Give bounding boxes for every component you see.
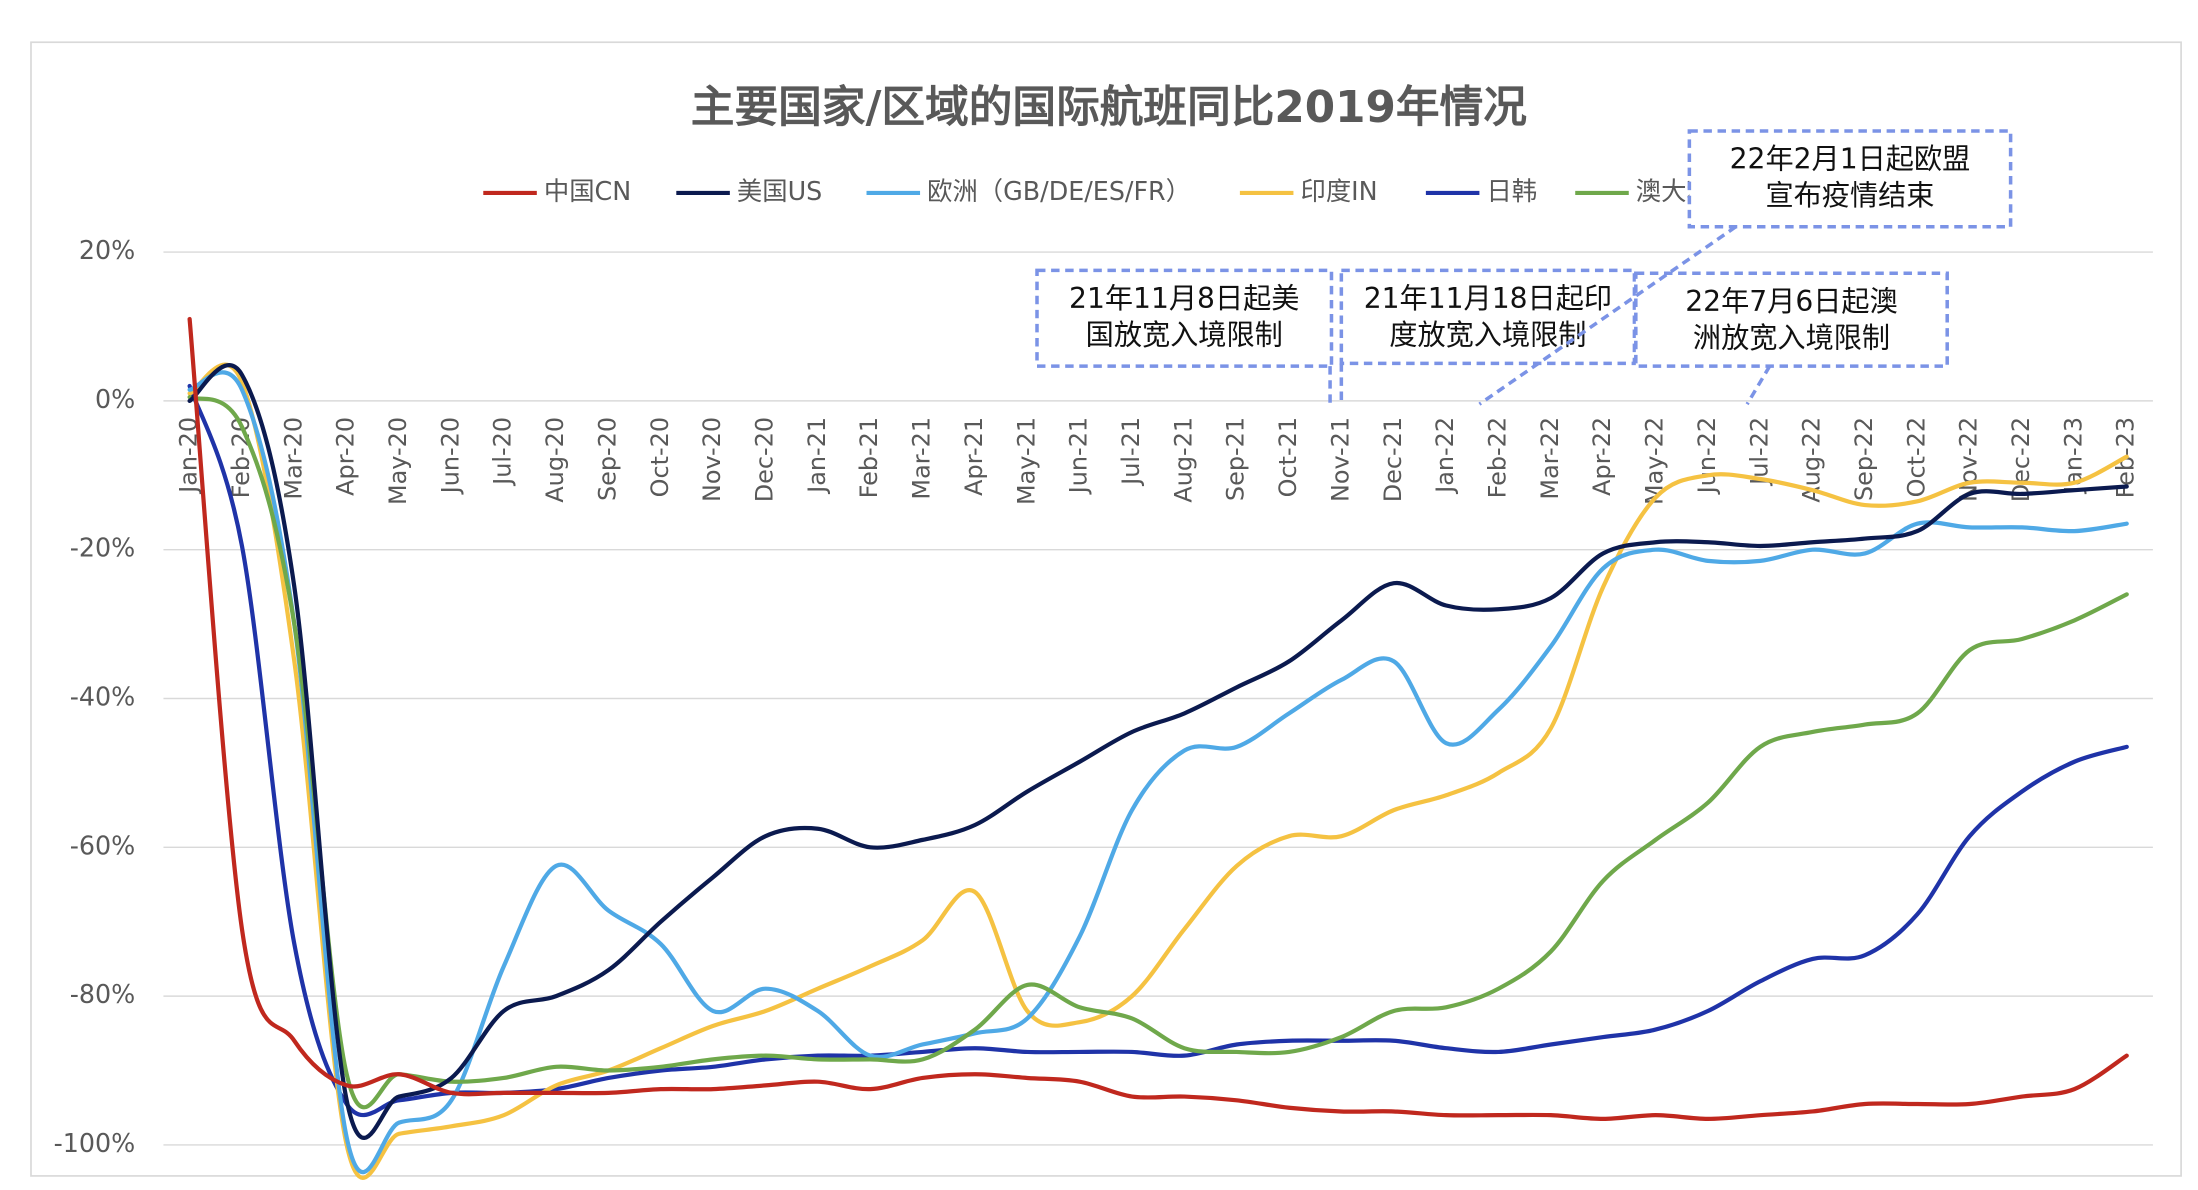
x-tick-label: Jul-20 xyxy=(489,417,517,487)
series-line xyxy=(187,383,2129,1118)
annotation-box xyxy=(1035,268,1334,368)
x-tick-label: Dec-22 xyxy=(2007,417,2035,502)
x-tick-label: Jul-21 xyxy=(1117,417,1145,487)
chart-frame xyxy=(30,41,2182,1177)
chart-title: 主要国家/区域的国际航班同比2019年情况 xyxy=(691,82,1527,133)
annotation-box xyxy=(1687,129,2013,229)
annotation-connector xyxy=(1745,365,1772,406)
x-tick-label: Jan-21 xyxy=(803,417,831,495)
annotation-connector xyxy=(1478,225,1737,406)
legend-label: 印度IN xyxy=(1300,176,1377,206)
legend-label: 日韩 xyxy=(1486,176,1537,206)
x-tick-label: Apr-21 xyxy=(960,417,988,496)
annotation-text: 22年7月6日起澳 xyxy=(1685,285,1897,318)
legend-label: 中国CN xyxy=(544,176,631,206)
series-line xyxy=(187,363,2129,1140)
x-tick-label: Feb-22 xyxy=(1483,417,1511,498)
series-line xyxy=(187,362,2129,1180)
x-tick-label: Sep-21 xyxy=(1222,417,1250,501)
x-tick-label: Jun-21 xyxy=(1065,417,1093,495)
x-tick-label: May-21 xyxy=(1012,417,1040,505)
annotation-text: 21年11月18日起印 xyxy=(1364,282,1612,315)
x-tick-label: Mar-22 xyxy=(1536,417,1564,500)
x-tick-label: Nov-22 xyxy=(1955,417,1983,502)
x-tick-label: Sep-20 xyxy=(593,417,621,501)
x-tick-label: Feb-20 xyxy=(227,417,255,498)
x-tick-label: Sep-22 xyxy=(1850,417,1878,501)
x-tick-label: Mar-21 xyxy=(908,417,936,500)
x-tick-label: Jun-22 xyxy=(1693,417,1721,495)
x-tick-label: Nov-20 xyxy=(698,417,726,502)
x-tick-label: Jul-22 xyxy=(1745,417,1773,487)
annotation-text: 国放宽入境限制 xyxy=(1086,319,1283,352)
x-tick-label: Oct-22 xyxy=(1902,417,1930,497)
y-tick-label: -100% xyxy=(54,1128,136,1158)
x-tick-label: Jan-22 xyxy=(1431,417,1459,495)
series-line xyxy=(187,316,2129,1122)
x-tick-label: Nov-21 xyxy=(1326,417,1354,502)
x-tick-label: Apr-20 xyxy=(332,417,360,496)
annotation-text: 洲放宽入境限制 xyxy=(1693,321,1890,354)
x-tick-label: Oct-21 xyxy=(1274,417,1302,497)
annotation-text: 22年2月1日起欧盟 xyxy=(1730,143,1971,176)
y-tick-label: -80% xyxy=(70,979,136,1009)
series-line xyxy=(187,370,2129,1175)
y-tick-label: -40% xyxy=(70,682,136,712)
x-tick-label: Aug-21 xyxy=(1169,417,1197,503)
x-tick-label: Mar-20 xyxy=(279,417,307,500)
x-tick-label: Jun-20 xyxy=(436,417,464,495)
x-tick-label: Dec-21 xyxy=(1379,417,1407,502)
legend-label: 美国US xyxy=(737,176,822,206)
x-tick-label: Dec-20 xyxy=(751,417,779,502)
annotation-box xyxy=(1634,271,1949,368)
x-tick-label: Apr-22 xyxy=(1588,417,1616,496)
x-tick-label: Aug-20 xyxy=(541,417,569,503)
y-tick-label: -60% xyxy=(70,830,136,860)
y-tick-label: -20% xyxy=(70,533,136,563)
x-tick-label: Feb-21 xyxy=(855,417,883,498)
legend-label: 欧洲（GB/DE/ES/FR） xyxy=(927,176,1191,206)
y-tick-label: 0% xyxy=(95,384,135,414)
annotation-text: 21年11月8日起美 xyxy=(1069,282,1299,315)
x-tick-label: May-20 xyxy=(384,417,412,505)
annotation-text: 度放宽入境限制 xyxy=(1389,319,1586,352)
annotation-text: 宣布疫情结束 xyxy=(1765,179,1934,212)
y-tick-label: 20% xyxy=(79,235,135,265)
x-tick-label: Oct-20 xyxy=(646,417,674,497)
